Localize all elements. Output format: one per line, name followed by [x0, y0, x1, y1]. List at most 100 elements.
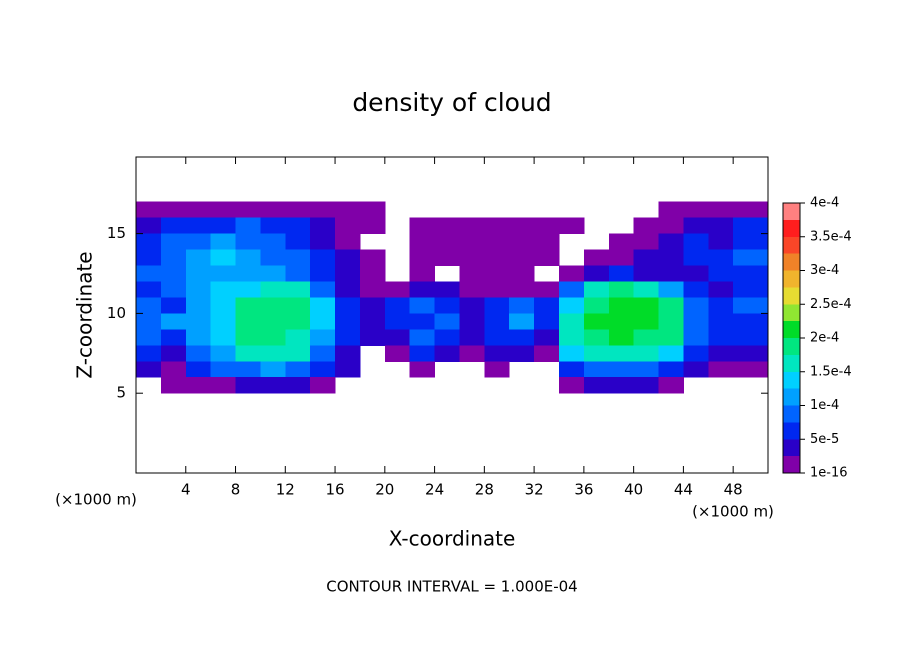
x-tick-label: 36 [574, 481, 593, 499]
colorbar-band [783, 304, 800, 322]
field-cell [359, 313, 386, 330]
field-cell [534, 297, 560, 314]
field-cell [285, 201, 311, 219]
field-cell [384, 329, 411, 346]
field-cell [683, 249, 709, 267]
field-cell [136, 297, 162, 314]
field-cell [434, 313, 460, 330]
field-cell [260, 361, 286, 378]
field-cell [633, 233, 660, 251]
colorbar-band [783, 287, 800, 305]
x-tick-label: 12 [276, 481, 295, 499]
field-cell [459, 233, 485, 251]
colorbar-tick-label: 3e-4 [810, 263, 839, 278]
field-cell [583, 313, 610, 330]
field-cell [160, 361, 187, 378]
colorbar-band [783, 388, 800, 406]
field-cell [633, 265, 660, 282]
field-cell [608, 377, 635, 394]
plot-frame [135, 156, 769, 474]
field-cell [733, 249, 769, 267]
field-cell [583, 345, 610, 362]
field-cell [260, 345, 286, 362]
field-cell [633, 361, 660, 378]
field-cell [359, 265, 386, 282]
field-cell [335, 361, 361, 378]
field-cell [136, 361, 162, 378]
field-cell [633, 249, 660, 267]
field-cell [534, 249, 560, 267]
field-cell [210, 249, 237, 267]
field-cell [683, 361, 709, 378]
field-cell [136, 345, 162, 362]
field-cell [310, 361, 336, 378]
field-cell [335, 201, 361, 219]
field-cell [708, 217, 734, 235]
field-cell [708, 297, 734, 314]
field-cell [583, 297, 610, 314]
field-cell [434, 329, 460, 346]
field-cell [583, 265, 610, 282]
field-cell [359, 329, 386, 346]
field-cell [658, 201, 684, 219]
field-cell [434, 281, 460, 298]
chart-title: density of cloud [352, 88, 551, 117]
field-cell [335, 281, 361, 298]
field-cell [534, 345, 560, 362]
field-cell [583, 329, 610, 346]
field-cell [633, 297, 660, 314]
field-cell [210, 329, 237, 346]
field-cell [235, 345, 261, 362]
field-cell [583, 281, 610, 298]
field-cell [310, 297, 336, 314]
field-cell [658, 329, 684, 346]
field-cell [210, 233, 237, 251]
field-cell [260, 377, 286, 394]
field-cell [185, 201, 212, 219]
field [136, 201, 769, 394]
colorbar-band [783, 456, 800, 473]
field-cell [658, 265, 684, 282]
field-cell [708, 361, 734, 378]
y-axis-label: Z-coordinate [73, 251, 97, 378]
field-cell [384, 313, 411, 330]
field-cell [210, 345, 237, 362]
x-tick-label: 24 [425, 481, 444, 499]
field-cell [359, 281, 386, 298]
field-cell [658, 361, 684, 378]
field-cell [136, 249, 162, 267]
colorbar-band [783, 203, 800, 220]
field-cell [459, 217, 485, 235]
field-cell [733, 217, 769, 235]
colorbar-tick-label: 2e-4 [810, 331, 839, 346]
field-cell [310, 345, 336, 362]
field-cell [235, 377, 261, 394]
colorbar-band [783, 405, 800, 423]
field-cell [160, 329, 187, 346]
field-cell [434, 217, 460, 235]
field-cell [136, 265, 162, 282]
field-cell [708, 345, 734, 362]
y-tick-label: 15 [107, 224, 126, 242]
x-tick-label: 28 [475, 481, 494, 499]
field-cell [185, 249, 212, 267]
field-cell [335, 297, 361, 314]
field-cell [683, 345, 709, 362]
field-cell [285, 249, 311, 267]
field-cell [509, 297, 535, 314]
field-cell [136, 313, 162, 330]
field-cell [310, 313, 336, 330]
field-cell [160, 281, 187, 298]
field-cell [459, 281, 485, 298]
field-cell [708, 265, 734, 282]
field-cell [210, 281, 237, 298]
y-tick-label: 10 [107, 304, 126, 322]
field-cell [185, 297, 212, 314]
field-cell [484, 281, 510, 298]
field-cell [210, 201, 237, 219]
field-cell [683, 217, 709, 235]
field-cell [160, 297, 187, 314]
field-cell [185, 313, 212, 330]
field-cell [509, 233, 535, 251]
